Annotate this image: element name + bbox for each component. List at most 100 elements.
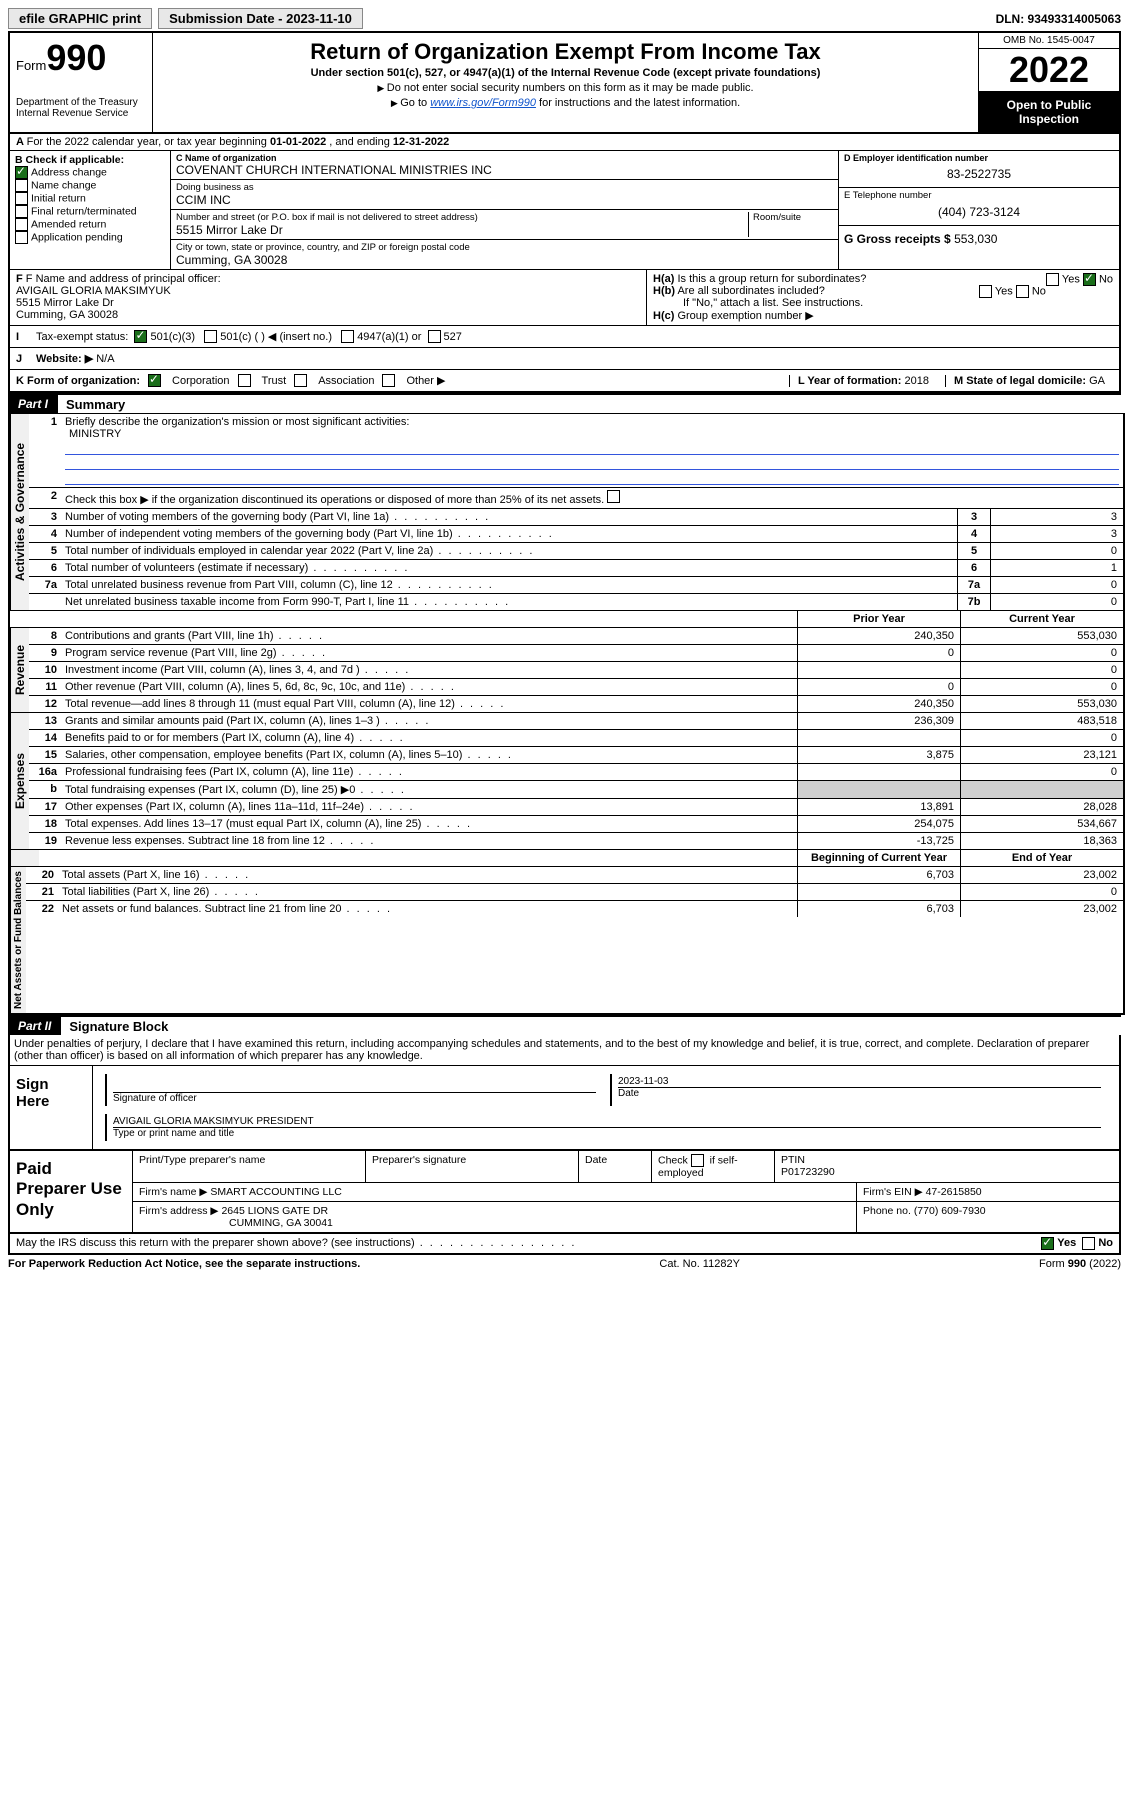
ssn-note: Do not enter social security numbers on …	[161, 82, 970, 94]
summary-cellnum: 6	[957, 560, 990, 576]
current-val: 483,518	[960, 713, 1123, 729]
check-527[interactable]	[428, 330, 441, 343]
col-prior: Prior Year	[797, 611, 960, 627]
summary-val: 0	[990, 543, 1123, 559]
website-value: N/A	[96, 353, 114, 365]
check-discontinued[interactable]	[607, 490, 620, 503]
l-label: L Year of formation:	[798, 375, 902, 387]
ein-value: 83-2522735	[844, 163, 1114, 185]
prior-val: -13,725	[797, 833, 960, 849]
discuss-no[interactable]	[1082, 1237, 1095, 1250]
ha-yes[interactable]	[1046, 273, 1059, 286]
check-corp[interactable]	[148, 374, 161, 387]
dba-label: Doing business as	[176, 182, 833, 193]
dept-treasury: Department of the Treasury Internal Reve…	[16, 97, 146, 119]
col-current: Current Year	[960, 611, 1123, 627]
city-value: Cumming, GA 30028	[176, 253, 833, 267]
paid-preparer-label: Paid Preparer Use Only	[10, 1151, 133, 1232]
sign-here-label: Sign Here	[10, 1066, 93, 1149]
check-amended[interactable]	[15, 218, 28, 231]
summary-desc: Total number of individuals employed in …	[61, 543, 957, 559]
summary-desc: Total liabilities (Part X, line 26)	[58, 884, 797, 900]
prior-val: 13,891	[797, 799, 960, 815]
summary-val: 3	[990, 526, 1123, 542]
firm-ein: 47-2615850	[926, 1186, 982, 1198]
gross-receipts: 553,030	[954, 232, 997, 246]
city-label: City or town, state or province, country…	[176, 242, 833, 253]
irs-link[interactable]: www.irs.gov/Form990	[430, 97, 536, 109]
hb-label: Are all subordinates included?	[677, 285, 824, 297]
current-val: 534,667	[960, 816, 1123, 832]
check-trust[interactable]	[238, 374, 251, 387]
label-g: G Gross receipts $	[844, 232, 951, 246]
tab-expenses: Expenses	[10, 713, 29, 849]
summary-cellnum: 5	[957, 543, 990, 559]
summary-desc: Total fundraising expenses (Part IX, col…	[61, 781, 797, 798]
check-4947[interactable]	[341, 330, 354, 343]
check-other[interactable]	[382, 374, 395, 387]
check-501c[interactable]	[204, 330, 217, 343]
prior-val: 0	[797, 679, 960, 695]
summary-desc: Salaries, other compensation, employee b…	[61, 747, 797, 763]
current-val: 18,363	[960, 833, 1123, 849]
prior-val	[797, 662, 960, 678]
summary-desc: Net unrelated business taxable income fr…	[61, 594, 957, 610]
check-assoc[interactable]	[294, 374, 307, 387]
summary-desc: Contributions and grants (Part VIII, lin…	[61, 628, 797, 644]
label-c: C Name of organization	[176, 153, 833, 163]
phone-value: (404) 723-3124	[844, 201, 1114, 223]
firm-phone-label: Phone no.	[863, 1205, 911, 1217]
summary-desc: Number of independent voting members of …	[61, 526, 957, 542]
current-val: 23,002	[960, 901, 1123, 917]
label-d: D Employer identification number	[844, 153, 1114, 163]
discuss-label: May the IRS discuss this return with the…	[16, 1237, 576, 1250]
current-val: 0	[960, 679, 1123, 695]
hb-no[interactable]	[1016, 285, 1029, 298]
summary-desc: Other revenue (Part VIII, column (A), li…	[61, 679, 797, 695]
check-final[interactable]	[15, 205, 28, 218]
summary-desc: Total expenses. Add lines 13–17 (must eq…	[61, 816, 797, 832]
check-501c3[interactable]	[134, 330, 147, 343]
firm-addr1: 2645 LIONS GATE DR	[221, 1205, 328, 1217]
org-name: COVENANT CHURCH INTERNATIONAL MINISTRIES…	[176, 163, 833, 177]
line-a: A For the 2022 calendar year, or tax yea…	[10, 134, 1119, 151]
tab-netassets: Net Assets or Fund Balances	[10, 867, 26, 1013]
check-pending[interactable]	[15, 231, 28, 244]
h-ptin: PTIN	[781, 1154, 805, 1166]
summary-desc: Total unrelated business revenue from Pa…	[61, 577, 957, 593]
col-end: End of Year	[960, 850, 1123, 866]
current-val: 23,121	[960, 747, 1123, 763]
firm-name-label: Firm's name ▶	[139, 1186, 207, 1198]
current-val: 0	[960, 645, 1123, 661]
m-label: M State of legal domicile:	[954, 375, 1086, 387]
check-address-change[interactable]	[15, 166, 28, 179]
current-val: 0	[960, 662, 1123, 678]
summary-desc: Revenue less expenses. Subtract line 18 …	[61, 833, 797, 849]
prior-val: 240,350	[797, 628, 960, 644]
ha-no[interactable]	[1083, 273, 1096, 286]
summary-desc: Investment income (Part VIII, column (A)…	[61, 662, 797, 678]
hc-label: Group exemption number ▶	[677, 310, 813, 322]
hb-yes[interactable]	[979, 285, 992, 298]
efile-button[interactable]: efile GRAPHIC print	[8, 8, 152, 29]
room-label: Room/suite	[753, 212, 833, 223]
hb-note: If "No," attach a list. See instructions…	[653, 297, 1113, 309]
part2-title: Signature Block	[69, 1019, 168, 1034]
check-name-change[interactable]	[15, 179, 28, 192]
check-selfemp[interactable]	[691, 1154, 704, 1167]
part2-header: Part II	[8, 1017, 61, 1035]
discuss-yes[interactable]	[1041, 1237, 1054, 1250]
footer-left: For Paperwork Reduction Act Notice, see …	[8, 1258, 360, 1270]
addr-label: Number and street (or P.O. box if mail i…	[176, 212, 748, 223]
sig-officer-label: Signature of officer	[113, 1092, 596, 1104]
summary-cellnum: 7b	[957, 594, 990, 610]
officer-printed: AVIGAIL GLORIA MAKSIMYUK PRESIDENT	[113, 1116, 1101, 1127]
current-val: 553,030	[960, 696, 1123, 712]
prior-val: 6,703	[797, 901, 960, 917]
prior-val	[797, 884, 960, 900]
current-val: 23,002	[960, 867, 1123, 883]
label-e: E Telephone number	[844, 190, 1114, 201]
summary-desc: Net assets or fund balances. Subtract li…	[58, 901, 797, 917]
check-initial[interactable]	[15, 192, 28, 205]
summary-desc: Total assets (Part X, line 16)	[58, 867, 797, 883]
